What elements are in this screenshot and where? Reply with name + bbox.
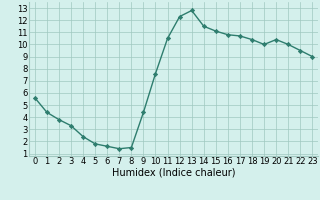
X-axis label: Humidex (Indice chaleur): Humidex (Indice chaleur) bbox=[112, 168, 235, 178]
